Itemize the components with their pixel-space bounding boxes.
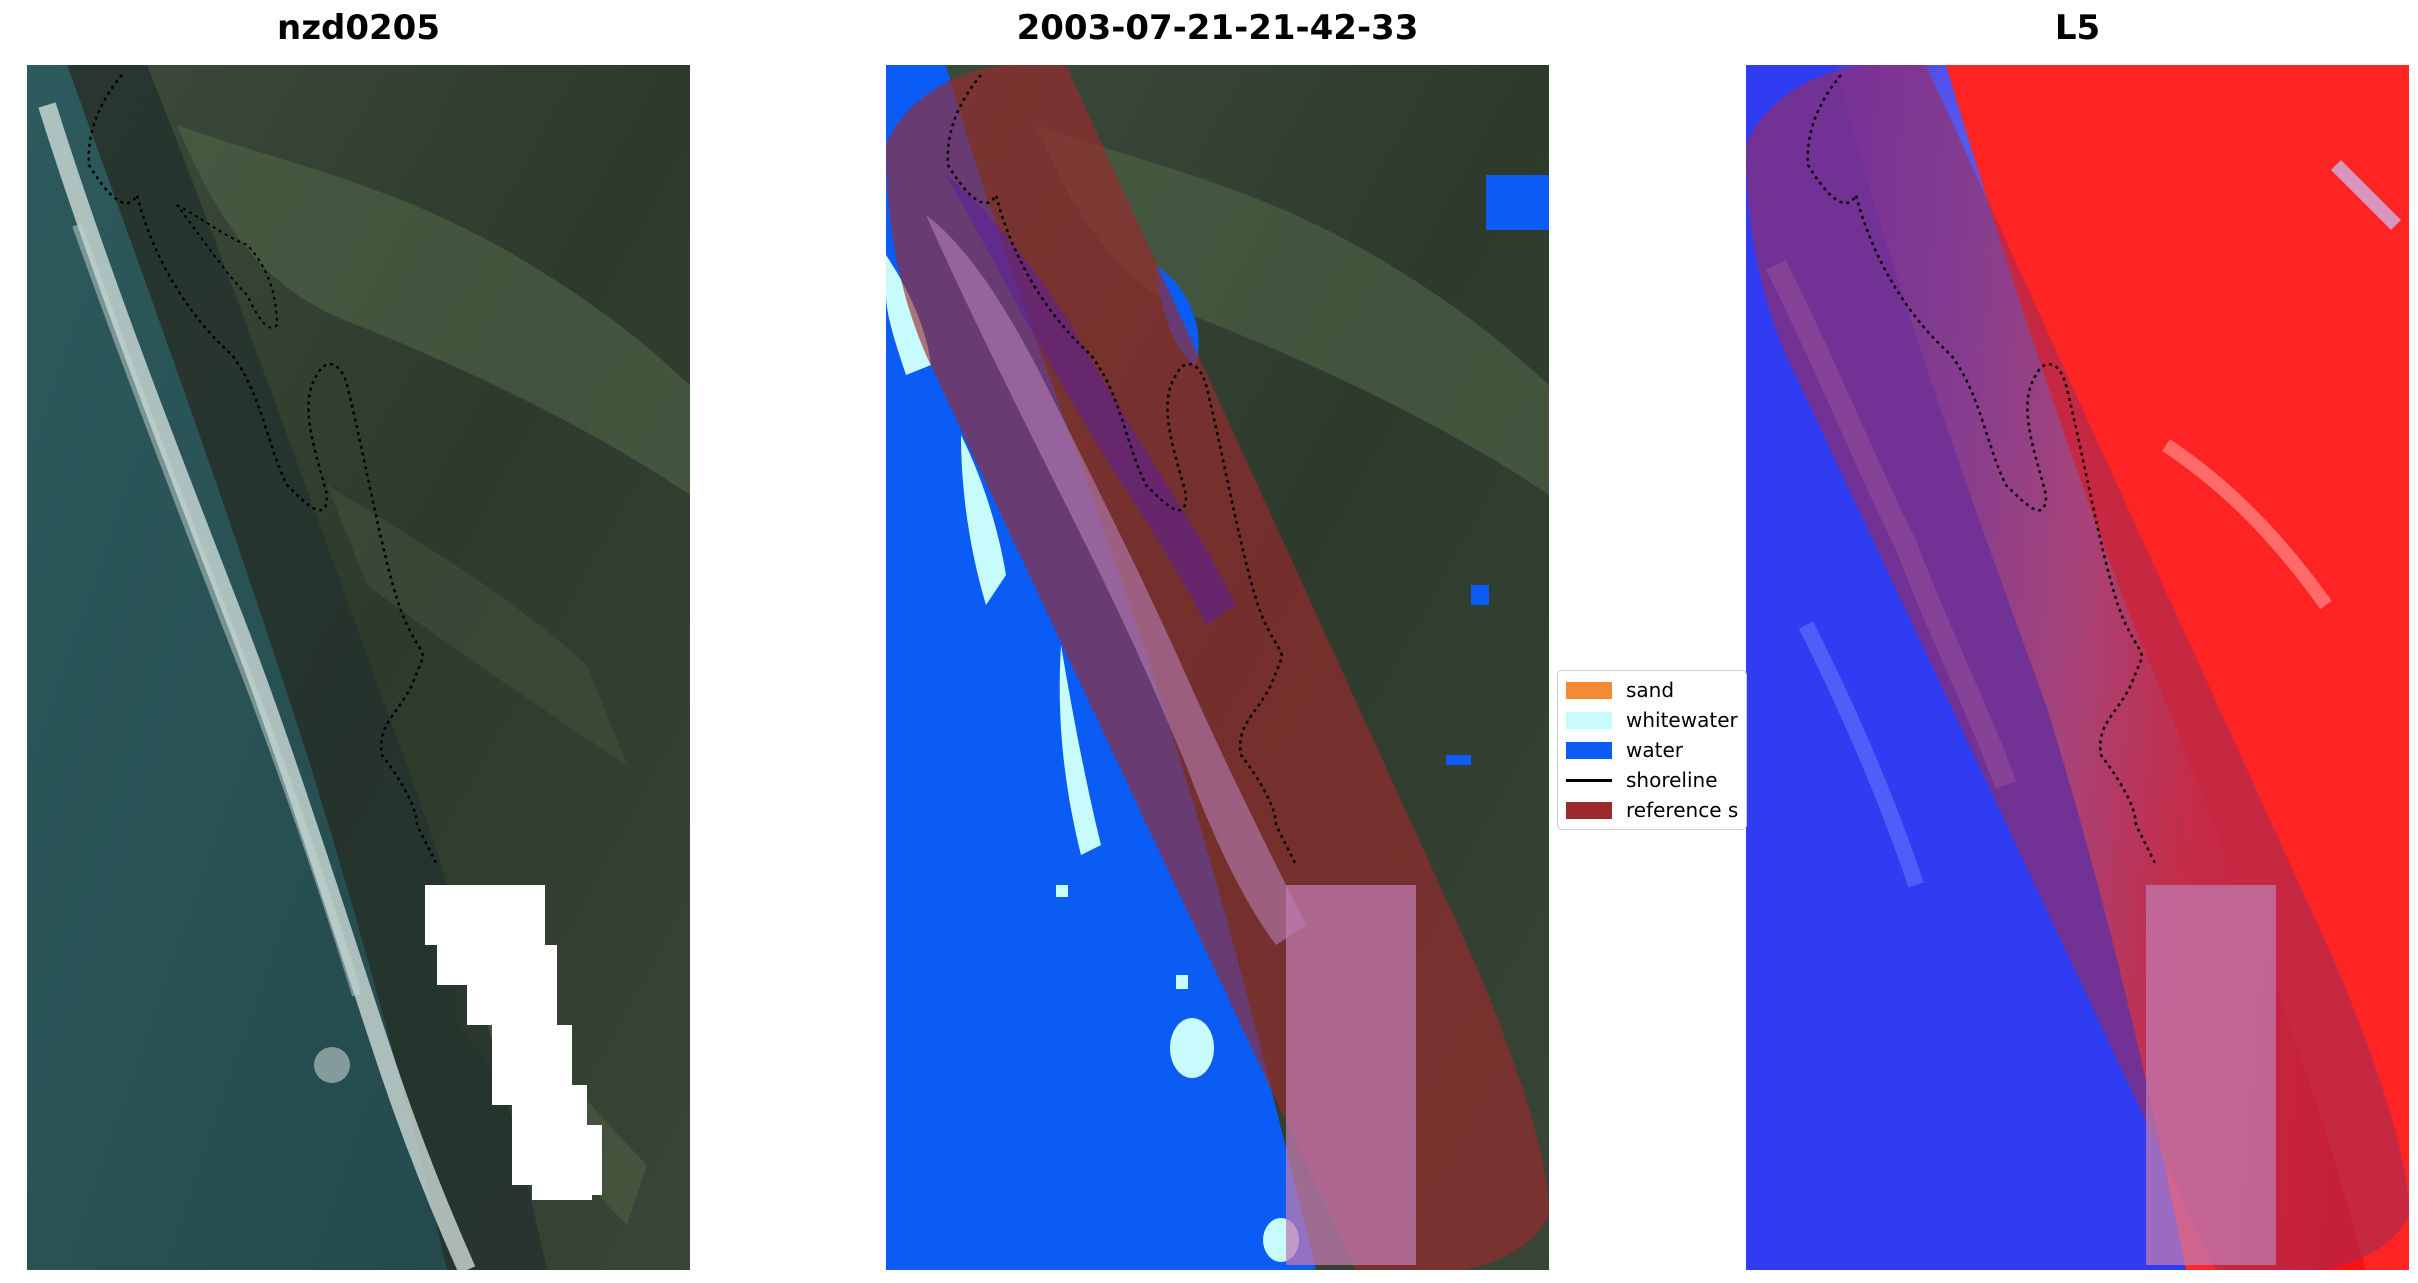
panel-title-classification: 2003-07-21-21-42-33 [1016, 8, 1419, 48]
rgb-image-panel [27, 65, 690, 1270]
legend-item-reference: reference s [1558, 795, 1746, 825]
index-map [1746, 65, 2409, 1270]
shoreline-line-swatch [1566, 778, 1612, 782]
legend-label-water: water [1626, 738, 1683, 762]
sand-swatch [1566, 681, 1612, 699]
panel-title-mndwi: L5 [2054, 8, 2101, 48]
legend-item-whitewater: whitewater [1558, 705, 1746, 735]
legend-label-whitewater: whitewater [1626, 708, 1738, 732]
legend-label-sand: sand [1626, 678, 1675, 702]
legend: sand whitewater water shoreline referenc… [1557, 670, 1747, 830]
reference-shoreline-line [87, 74, 439, 866]
legend-item-shoreline: shoreline [1558, 765, 1746, 795]
water-swatch [1566, 741, 1612, 759]
classification-map [886, 65, 1549, 1270]
legend-item-sand: sand [1558, 675, 1746, 705]
rgb-image [27, 65, 690, 1270]
whitewater-swatch [1566, 711, 1612, 729]
legend-item-water: water [1558, 735, 1746, 765]
legend-label-reference: reference s [1626, 798, 1739, 822]
legend-label-shoreline: shoreline [1626, 768, 1718, 792]
index-panel [1746, 65, 2409, 1270]
classification-panel [886, 65, 1549, 1270]
reference-swatch [1566, 801, 1612, 819]
panel-title-image: nzd0205 [277, 8, 440, 48]
